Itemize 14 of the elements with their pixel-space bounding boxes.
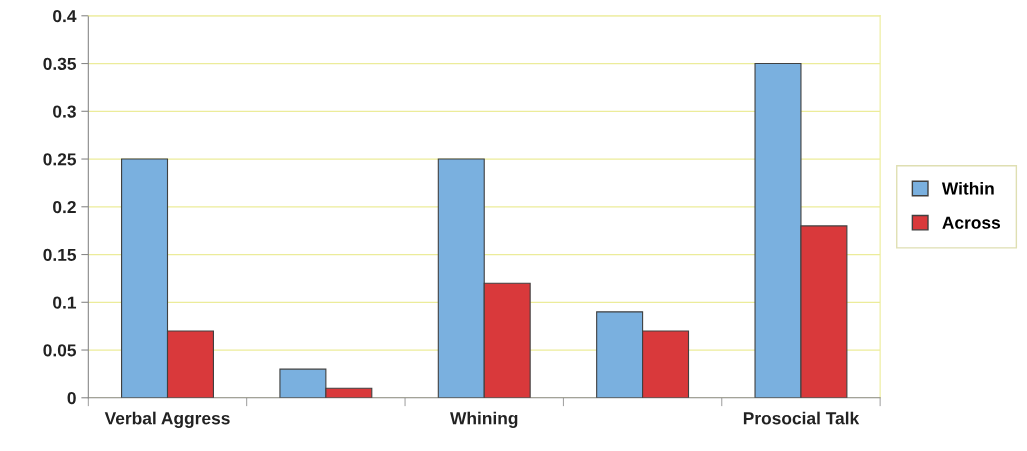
y-tick-label: 0.15	[43, 248, 77, 261]
x-tick-label: Prosocial Talk	[743, 411, 860, 425]
y-tick-label: 0.2	[53, 200, 76, 214]
x-tick-label: Whining	[450, 411, 518, 428]
legend-label: Across	[942, 216, 1001, 229]
y-tick-label: 0.05	[43, 344, 77, 357]
y-tick-label: 0	[67, 391, 76, 405]
x-tick-label: Verbal Aggress	[104, 411, 230, 428]
y-tick-label: 0.25	[43, 153, 77, 166]
y-tick-label: 0.1	[53, 296, 77, 309]
y-tick-label: 0.35	[43, 57, 77, 71]
y-tick-label: 0.4	[53, 9, 77, 23]
legend-label: Within	[941, 181, 994, 195]
y-tick-label: 0.3	[53, 105, 76, 118]
